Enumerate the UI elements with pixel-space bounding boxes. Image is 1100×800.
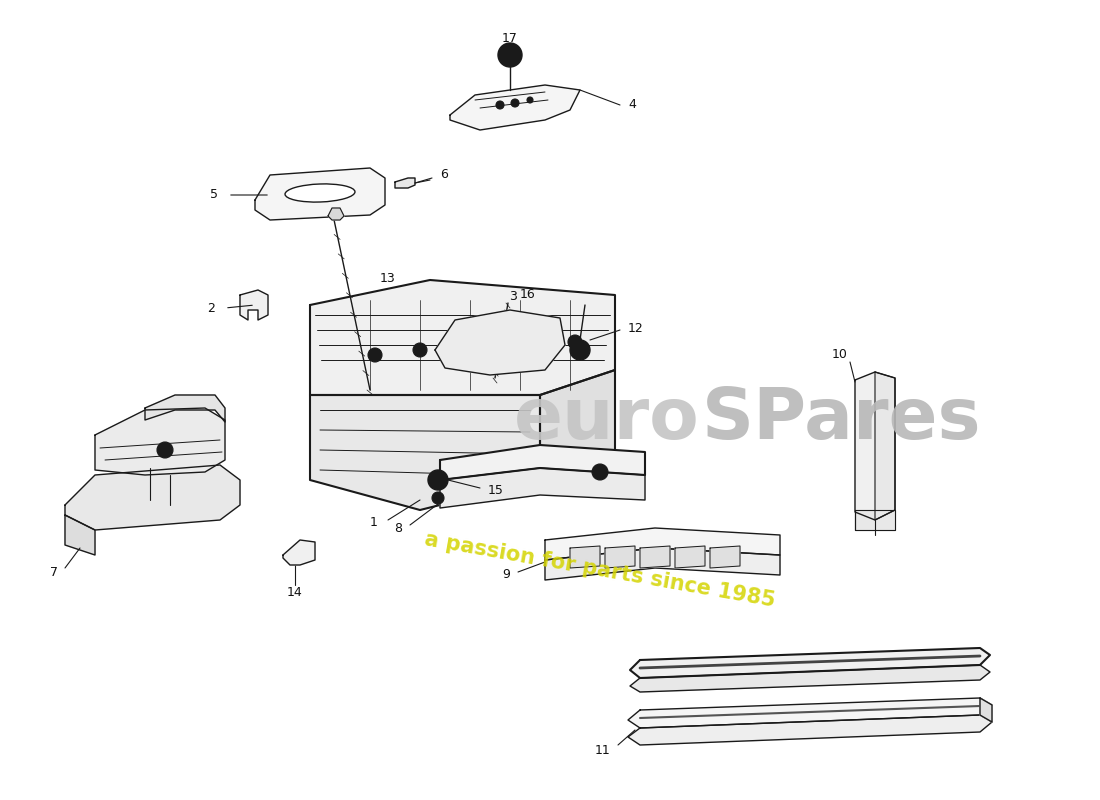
Circle shape [432, 492, 444, 504]
Polygon shape [255, 168, 385, 220]
Circle shape [575, 345, 585, 355]
Polygon shape [874, 372, 895, 520]
Circle shape [570, 340, 590, 360]
Circle shape [496, 101, 504, 109]
Text: a passion for parts since 1985: a passion for parts since 1985 [424, 530, 777, 610]
Circle shape [412, 343, 427, 357]
Polygon shape [434, 310, 565, 375]
Circle shape [463, 341, 477, 355]
Polygon shape [628, 698, 992, 728]
Circle shape [157, 442, 173, 458]
Polygon shape [450, 85, 580, 130]
Polygon shape [544, 528, 780, 560]
Polygon shape [980, 698, 992, 722]
Polygon shape [540, 370, 615, 480]
Polygon shape [440, 468, 645, 508]
Text: euro: euro [515, 386, 700, 454]
Circle shape [368, 348, 382, 362]
Polygon shape [395, 178, 415, 188]
Ellipse shape [285, 184, 355, 202]
Circle shape [504, 49, 516, 61]
Text: 9: 9 [502, 569, 510, 582]
Polygon shape [640, 546, 670, 568]
Polygon shape [65, 515, 95, 555]
Polygon shape [544, 548, 780, 580]
Polygon shape [855, 372, 895, 520]
Text: 11: 11 [594, 743, 610, 757]
Polygon shape [240, 290, 268, 320]
Polygon shape [310, 395, 540, 510]
Text: 1: 1 [370, 515, 378, 529]
Circle shape [433, 475, 443, 485]
Text: 8: 8 [394, 522, 402, 534]
Text: 16: 16 [520, 289, 536, 302]
Circle shape [512, 99, 519, 107]
Circle shape [498, 43, 522, 67]
Text: 13: 13 [379, 271, 396, 285]
Polygon shape [328, 208, 344, 220]
Polygon shape [570, 546, 600, 568]
Text: 3: 3 [509, 290, 517, 303]
Text: 17: 17 [502, 31, 518, 45]
Circle shape [428, 470, 448, 490]
Text: 15: 15 [488, 483, 504, 497]
Polygon shape [630, 665, 990, 692]
Polygon shape [310, 280, 615, 395]
Circle shape [592, 464, 608, 480]
Text: 14: 14 [287, 586, 303, 598]
Text: SPares: SPares [702, 386, 981, 454]
Text: 12: 12 [628, 322, 643, 334]
Polygon shape [95, 408, 226, 475]
Circle shape [527, 97, 534, 103]
Text: 2: 2 [207, 302, 215, 314]
Circle shape [513, 339, 527, 353]
Text: 7: 7 [50, 566, 58, 578]
Polygon shape [440, 445, 645, 480]
Text: 6: 6 [440, 169, 448, 182]
Polygon shape [710, 546, 740, 568]
Polygon shape [628, 715, 992, 745]
Polygon shape [283, 540, 315, 565]
Polygon shape [605, 546, 635, 568]
Polygon shape [855, 510, 895, 530]
Circle shape [568, 335, 582, 349]
Polygon shape [675, 546, 705, 568]
Text: 4: 4 [628, 98, 636, 111]
Text: 10: 10 [832, 349, 848, 362]
Polygon shape [65, 465, 240, 530]
Polygon shape [630, 648, 990, 678]
Text: 5: 5 [210, 189, 218, 202]
Polygon shape [145, 395, 226, 422]
